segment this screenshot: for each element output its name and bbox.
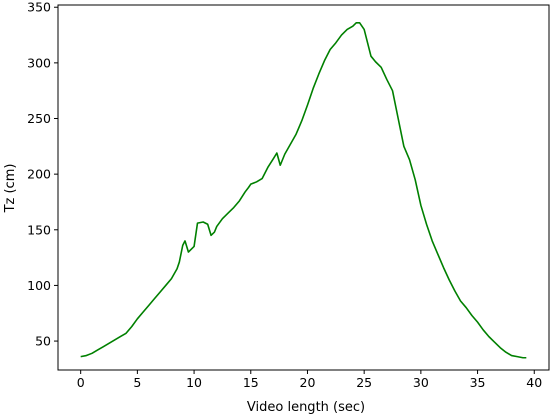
y-tick-label: 150 [27,222,51,237]
y-tick-label: 50 [35,334,51,349]
plot-frame [57,4,550,371]
x-axis-label: Video length (sec) [247,400,365,415]
y-tick-label: 300 [27,55,51,70]
series-group [80,21,527,359]
x-tick-label: 35 [470,375,486,390]
x-tick-label: 10 [186,375,202,390]
y-axis-ticks: 50 100 150 200 250 300 350 [27,0,58,349]
y-tick-label: 350 [27,0,51,15]
y-tick-label: 100 [27,278,51,293]
x-tick-label: 25 [356,375,372,390]
plot-area [58,5,549,370]
y-tick-label: 250 [27,111,51,126]
x-tick-label: 0 [77,375,85,390]
x-tick-label: 30 [413,375,429,390]
x-tick-label: 15 [243,375,259,390]
x-axis-ticks: 0 5 10 15 20 25 30 35 40 [77,370,542,390]
x-tick-label: 5 [133,375,141,390]
x-tick-label: 40 [526,375,542,390]
x-tick-label: 20 [300,375,316,390]
y-axis-label: Tz (cm) [3,164,18,214]
series-line [80,21,527,359]
y-tick-label: 200 [27,167,51,182]
